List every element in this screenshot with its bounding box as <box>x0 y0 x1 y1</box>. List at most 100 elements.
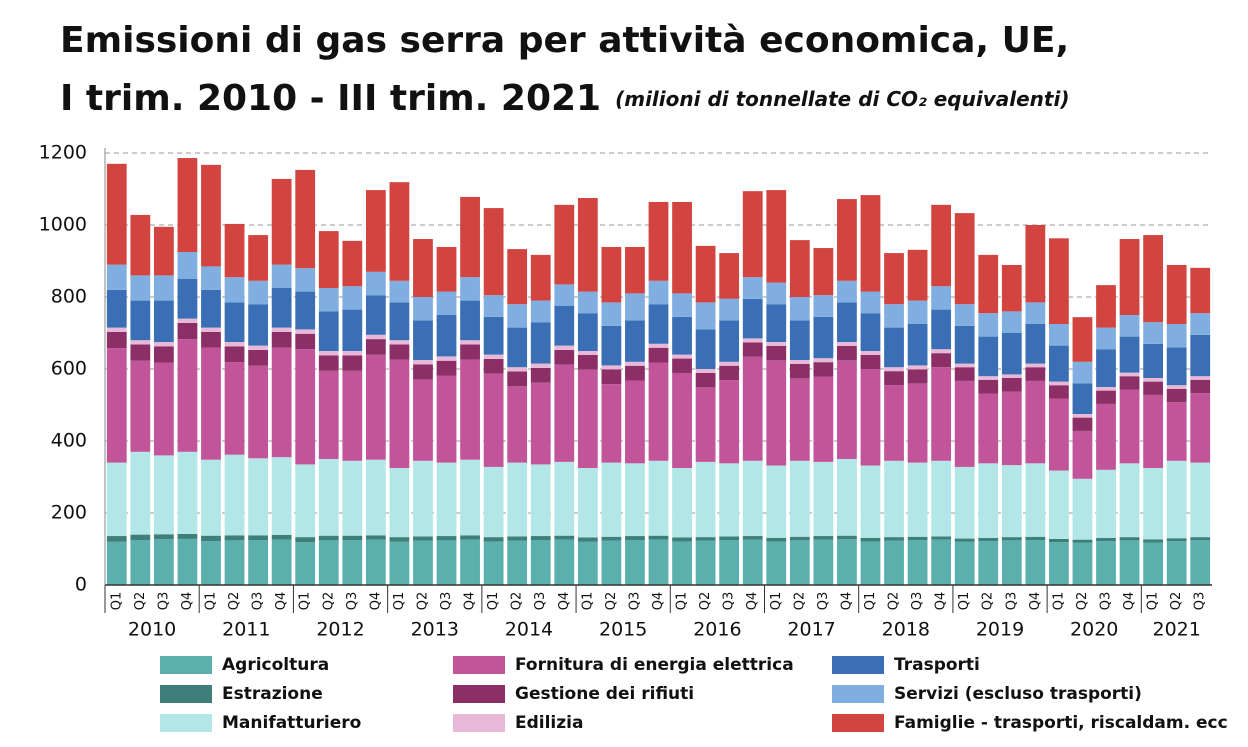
bar-segment <box>742 191 763 278</box>
bar-segment <box>837 342 857 346</box>
bar-segment <box>106 163 127 265</box>
bar-segment <box>1025 367 1046 381</box>
bar-segment <box>1190 376 1211 380</box>
bar-segment <box>907 536 928 540</box>
bar-segment <box>413 460 433 537</box>
bar-segment <box>625 361 645 366</box>
bar-segment <box>248 349 268 366</box>
bar-segment <box>483 358 504 374</box>
bar-segment <box>554 539 575 585</box>
bar-segment <box>813 316 834 359</box>
bar-segment <box>837 199 857 281</box>
bar-segment <box>884 327 904 368</box>
bar-segment <box>1143 343 1164 378</box>
bar-segment <box>1025 302 1046 324</box>
bar-segment <box>1072 383 1093 414</box>
bar-segment <box>460 344 480 360</box>
bar-segment <box>719 365 740 381</box>
bar-segment <box>318 351 339 356</box>
bar-segment <box>153 362 174 456</box>
bar-segment <box>342 351 363 356</box>
x-tick-label: Q2 <box>133 592 148 611</box>
bar-segment <box>413 360 433 365</box>
bar-segment <box>860 537 881 542</box>
bar-segment <box>742 338 763 343</box>
legend-swatch <box>160 714 212 732</box>
bar-segment <box>789 297 810 321</box>
bar-segment <box>389 182 410 281</box>
y-tick-label: 1200 <box>39 142 87 164</box>
bar-segment <box>1166 264 1187 324</box>
bar-segment <box>106 327 127 332</box>
year-label: 2010 <box>128 619 176 641</box>
bar-segment <box>860 195 881 292</box>
x-tick-label: Q2 <box>981 592 996 611</box>
bar-segment <box>978 376 999 380</box>
x-tick-label: Q2 <box>321 592 336 611</box>
bar-segment <box>507 462 528 537</box>
bar-segment <box>530 300 551 323</box>
bar-segment <box>1166 324 1187 348</box>
x-tick-label: Q3 <box>722 592 737 611</box>
year-label: 2018 <box>882 619 930 641</box>
bar-segment <box>342 370 363 461</box>
bar-segment <box>577 468 598 538</box>
bar-segment <box>1001 391 1022 466</box>
bar-segment <box>695 369 716 373</box>
bar-segment <box>1001 264 1022 312</box>
bar-segment <box>153 275 174 301</box>
bar-segment <box>978 336 999 377</box>
bar-segment <box>483 354 504 359</box>
bar-segment <box>1166 541 1187 585</box>
bar-segment <box>813 461 834 537</box>
bar-segment <box>224 362 245 455</box>
bar-segment <box>1025 225 1046 303</box>
bar-segment <box>224 277 245 303</box>
y-tick-label: 600 <box>51 358 87 380</box>
bar-segment <box>530 464 551 537</box>
bar-segment <box>436 462 457 537</box>
bar-segment <box>436 246 457 292</box>
bar-segment <box>295 537 316 543</box>
bar-segment <box>248 345 268 350</box>
bar-segment <box>365 354 386 460</box>
bar-segment <box>1119 389 1140 464</box>
x-tick-label: Q3 <box>627 592 642 611</box>
bar-segment <box>153 226 174 276</box>
bar-segment <box>719 320 740 362</box>
bar-segment <box>130 451 151 535</box>
bar-segment <box>1072 542 1093 585</box>
bar-segment <box>1001 333 1022 375</box>
bar-segment <box>931 367 952 461</box>
bar-segment <box>295 333 316 350</box>
bar-segment <box>1049 542 1069 585</box>
bar-segment <box>295 329 316 334</box>
bar-segment <box>413 540 433 585</box>
x-tick-label: Q4 <box>1028 592 1043 611</box>
bar-segment <box>1049 324 1069 346</box>
bar-segment <box>766 342 787 346</box>
bar-segment <box>1096 541 1116 585</box>
bar-segment <box>436 356 457 361</box>
x-tick-label: Q3 <box>910 592 925 611</box>
bar-segment <box>389 302 410 341</box>
x-tick-label: Q2 <box>792 592 807 611</box>
x-tick-label: Q1 <box>486 592 501 611</box>
bar-segment <box>1119 376 1140 390</box>
x-tick-label: Q1 <box>298 592 313 611</box>
bar-segment <box>318 288 339 312</box>
bar-segment <box>954 367 975 381</box>
bar-segment <box>1096 469 1116 538</box>
bar-segment <box>884 367 904 372</box>
bar-segment <box>248 304 268 346</box>
bar-segment <box>507 367 528 372</box>
bar-segment <box>978 541 999 585</box>
bar-segment <box>554 345 575 350</box>
x-tick-label: Q4 <box>463 592 478 611</box>
bar-segment <box>1119 537 1140 541</box>
bar-segment <box>954 213 975 305</box>
bar-segment <box>318 535 339 541</box>
bar-segment <box>1025 540 1046 585</box>
bar-segment <box>530 363 551 368</box>
